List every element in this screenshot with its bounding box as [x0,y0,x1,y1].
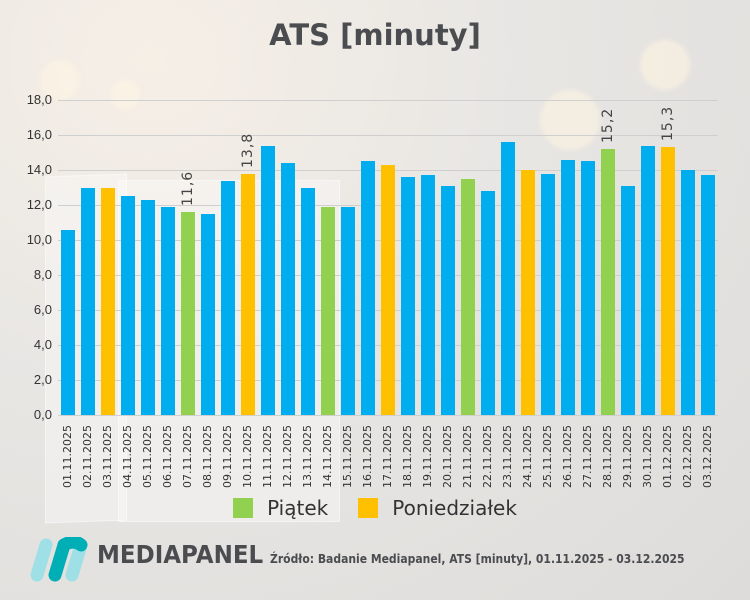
x-tick-label: 11.11.2025 [261,425,274,488]
bar-24.11.2025 [521,170,535,415]
legend-item-friday: Piątek [233,496,328,520]
data-label: 13,8 [240,132,256,168]
bar-25.11.2025 [541,173,555,415]
x-tick-label: 29.11.2025 [621,425,634,488]
y-tick-label: 12,0 [26,197,52,212]
bar-28.11.2025 [601,149,615,415]
x-tick-label: 16.11.2025 [361,425,374,488]
bar-26.11.2025 [561,159,575,415]
bar-07.11.2025 [181,212,195,415]
bar-13.11.2025 [301,187,315,415]
bar-11.11.2025 [261,145,275,415]
chart-title: ATS [minuty] [269,18,481,52]
bar-03.11.2025 [101,187,115,415]
x-tick-label: 04.11.2025 [121,425,134,488]
y-tick-label: 4,0 [33,337,52,352]
bar-01.11.2025 [61,229,75,415]
gridline [58,135,718,136]
x-tick-label: 01.12.2025 [661,425,674,488]
bar-12.11.2025 [281,163,295,415]
source-note: Źródło: Badanie Mediapanel, ATS [minuty]… [270,552,685,566]
bar-22.11.2025 [481,191,495,415]
bar-14.11.2025 [321,206,335,415]
legend-label-monday: Poniedziałek [392,496,517,520]
x-tick-label: 25.11.2025 [541,425,554,488]
bar-16.11.2025 [361,161,375,415]
y-tick-label: 16,0 [26,127,52,142]
bar-29.11.2025 [621,185,635,415]
x-tick-label: 07.11.2025 [181,425,194,488]
x-tick-label: 10.11.2025 [241,425,254,488]
y-tick-label: 2,0 [33,372,52,387]
x-tick-label: 17.11.2025 [381,425,394,488]
x-tick-label: 03.11.2025 [101,425,114,488]
bar-21.11.2025 [461,178,475,415]
bokeh-light [110,80,140,110]
x-tick-label: 13.11.2025 [301,425,314,488]
x-tick-label: 03.12.2025 [701,425,714,488]
x-tick-label: 14.11.2025 [321,425,334,488]
x-tick-label: 20.11.2025 [441,425,454,488]
y-tick-label: 8,0 [33,267,52,282]
bar-04.11.2025 [121,196,135,415]
x-tick-label: 01.11.2025 [61,425,74,488]
bar-20.11.2025 [441,185,455,415]
x-tick-label: 06.11.2025 [161,425,174,488]
x-tick-label: 30.11.2025 [641,425,654,488]
x-tick-label: 08.11.2025 [201,425,214,488]
x-tick-label: 18.11.2025 [401,425,414,488]
x-tick-label: 12.11.2025 [281,425,294,488]
y-tick-label: 0,0 [33,407,52,422]
data-label: 11,6 [180,170,196,206]
bar-03.12.2025 [701,175,715,415]
bar-02.12.2025 [681,170,695,415]
y-tick-label: 6,0 [33,302,52,317]
x-tick-label: 09.11.2025 [221,425,234,488]
bar-30.11.2025 [641,145,655,415]
brand-name: MEDIAPANEL [97,540,264,569]
y-tick-label: 10,0 [26,232,52,247]
x-tick-label: 21.11.2025 [461,425,474,488]
x-tick-label: 27.11.2025 [581,425,594,488]
legend-swatch-friday [233,498,254,518]
gridline [58,100,718,101]
plot-area: 0,0 2,0 4,0 6,0 8,0 10,0 12,0 14,0 16,0 18,0 11,6 1… [27,92,718,422]
bar-08.11.2025 [201,213,215,415]
x-tick-label: 24.11.2025 [521,425,534,488]
x-tick-label: 19.11.2025 [421,425,434,488]
y-tick-label: 18,0 [26,92,52,107]
bar-06.11.2025 [161,206,175,415]
bar-18.11.2025 [401,177,415,415]
mediapanel-logo-icon [30,537,88,582]
bar-02.11.2025 [81,187,95,415]
bar-27.11.2025 [581,161,595,415]
bar-09.11.2025 [221,180,235,415]
bokeh-light [40,60,80,100]
x-axis-line [58,415,718,416]
data-label: 15,2 [600,107,616,143]
x-tick-label: 15.11.2025 [341,425,354,488]
bokeh-light [640,40,690,90]
bar-15.11.2025 [341,206,355,415]
bar-05.11.2025 [141,199,155,415]
bar-19.11.2025 [421,175,435,415]
bar-17.11.2025 [381,164,395,415]
x-tick-label: 05.11.2025 [141,425,154,488]
legend: Piątek Poniedziałek [0,496,750,520]
bar-10.11.2025 [241,173,255,415]
x-tick-label: 02.11.2025 [81,425,94,488]
y-tick-label: 14,0 [26,162,52,177]
legend-item-monday: Poniedziałek [358,496,517,520]
legend-label-friday: Piątek [267,496,329,520]
x-tick-label: 26.11.2025 [561,425,574,488]
legend-swatch-monday [358,498,379,518]
data-label: 15,3 [660,106,676,142]
bar-23.11.2025 [501,142,515,415]
x-tick-label: 02.12.2025 [681,425,694,488]
x-tick-label: 23.11.2025 [501,425,514,488]
bar-01.12.2025 [661,147,675,415]
x-tick-label: 22.11.2025 [481,425,494,488]
x-tick-label: 28.11.2025 [601,425,614,488]
